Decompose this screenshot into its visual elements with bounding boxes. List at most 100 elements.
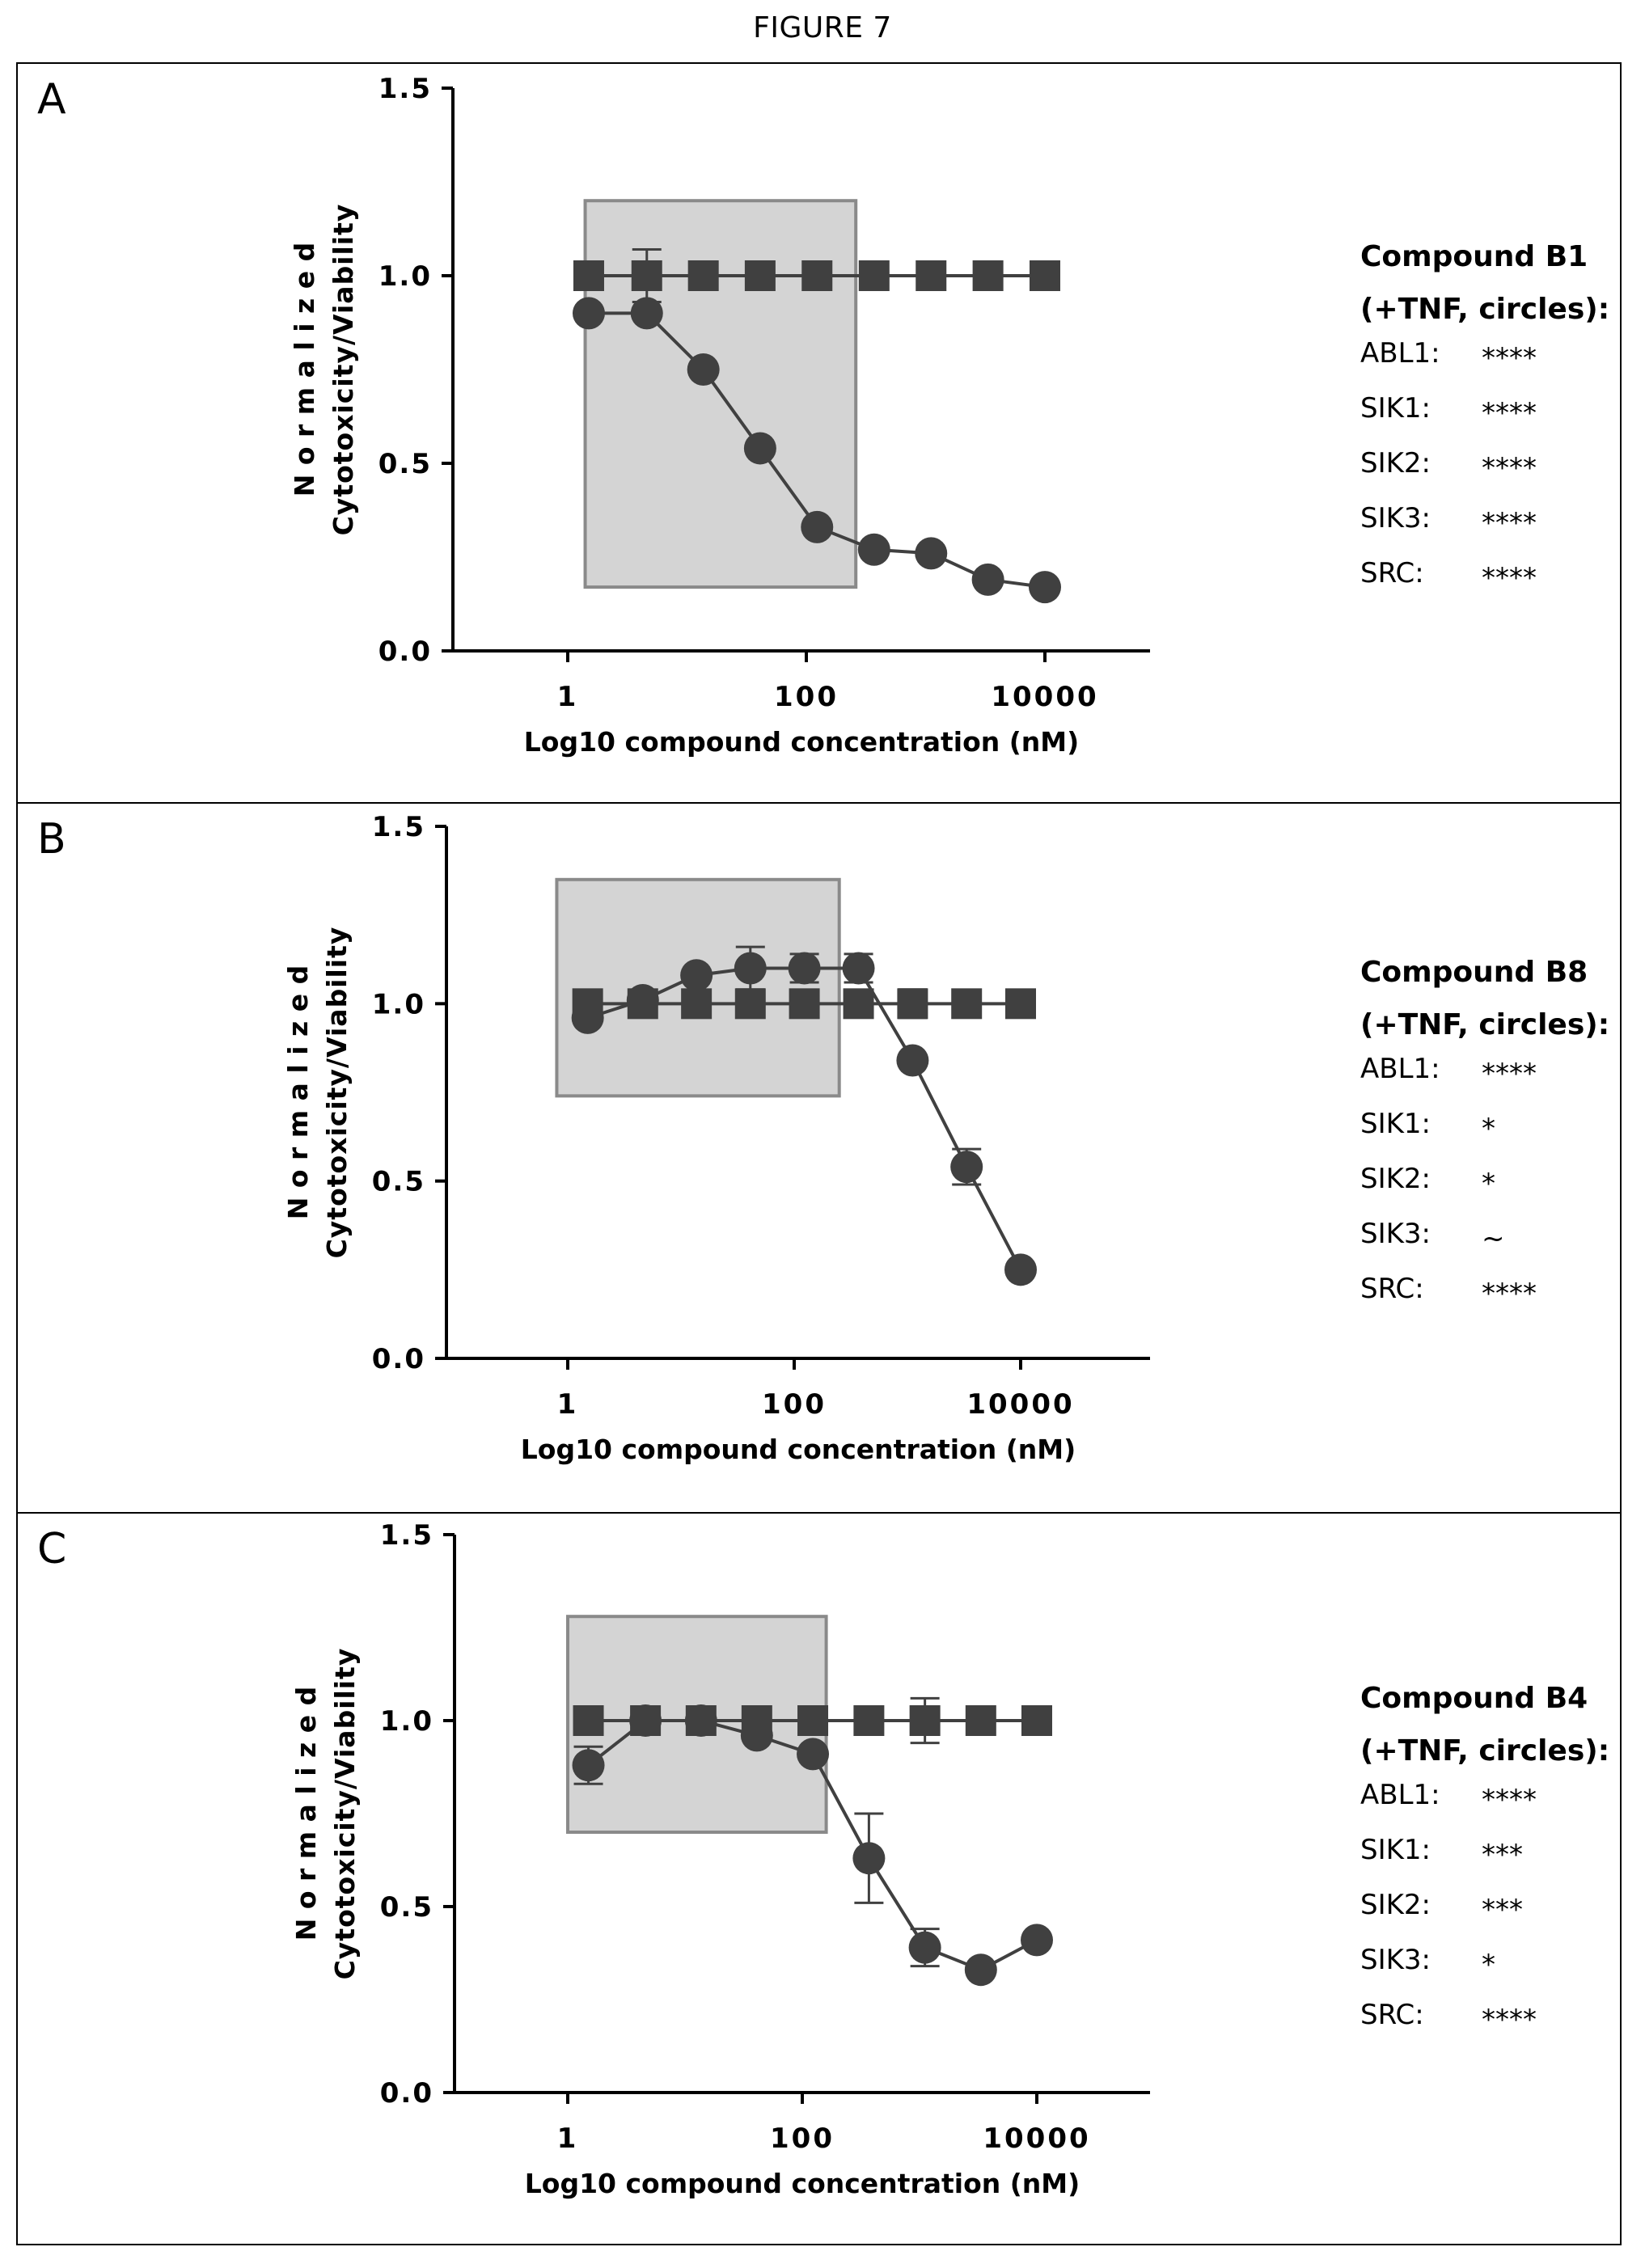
- chart-b: 0.0 0.5 1.0 1.5 1 100 10000 Log10 compound conc…: [282, 811, 1150, 1465]
- legend-significance: ****: [1482, 507, 1537, 539]
- circle-point: [950, 1151, 983, 1184]
- square-point: [681, 988, 713, 1020]
- circle-point: [684, 1704, 717, 1737]
- circle-point: [687, 353, 720, 386]
- square-point: [789, 988, 820, 1020]
- square-point: [797, 1705, 829, 1736]
- circle-point: [743, 432, 776, 465]
- legend-row: ABL1: ****: [1360, 326, 1609, 381]
- panel-label: B: [37, 815, 66, 864]
- legend-significance: ****: [1482, 2004, 1537, 2036]
- circle-point: [857, 533, 890, 566]
- circle-point: [915, 537, 948, 570]
- legend-significance: ****: [1482, 452, 1537, 484]
- panel-a: A 0.0 0.5 1.0 1.5 1 100 10000 Log10 compound co…: [16, 62, 1622, 804]
- legend-significance: ****: [1482, 342, 1537, 374]
- square-point: [687, 260, 719, 291]
- legend-row: ABL1: ****: [1360, 1768, 1609, 1822]
- y-tick-label: 1.5: [372, 811, 425, 843]
- legend-row: SIK1: *: [1360, 1096, 1609, 1151]
- square-point: [734, 988, 766, 1020]
- legend-significance: ****: [1482, 562, 1537, 594]
- circle-point: [626, 983, 659, 1016]
- x-axis-label: Log10 compound concentration (nM): [521, 1434, 1076, 1465]
- circle-point: [680, 959, 713, 992]
- circle-point: [1004, 1253, 1037, 1286]
- legend-target: SRC:: [1360, 1273, 1424, 1305]
- square-point: [951, 988, 983, 1020]
- legend-significance: *: [1482, 1113, 1495, 1145]
- chart-c: 0.0 0.5 1.0 1.5 1 100 10000 Log10 compound conc…: [290, 1519, 1150, 2199]
- square-point: [573, 260, 604, 291]
- chart-a: 0.0 0.5 1.0 1.5 1 100 10000 Log10 compound conc…: [289, 73, 1150, 758]
- circle-point: [964, 1953, 997, 1987]
- y-axis-label-line2: Cytotoxicity/Viability: [328, 204, 359, 536]
- circle-point: [1029, 571, 1061, 604]
- legend-row: SIK2: ****: [1360, 436, 1609, 491]
- square-point: [909, 1705, 941, 1736]
- y-axis-label-line2: Cytotoxicity/Viability: [329, 1648, 361, 1980]
- circle-point: [842, 952, 875, 985]
- y-tick-label: 1.5: [380, 1519, 433, 1552]
- circle-point: [788, 952, 821, 985]
- y-tick-label: 1.0: [378, 260, 432, 293]
- legend-target: SIK1:: [1360, 1834, 1431, 1866]
- figure-title: FIGURE 7: [753, 11, 892, 44]
- circle-point: [797, 1738, 830, 1771]
- legend-target: SIK3:: [1360, 502, 1431, 534]
- square-point: [965, 1705, 996, 1736]
- legend-row: SIK3: ~: [1360, 1206, 1609, 1261]
- legend-target: SIK2:: [1360, 447, 1431, 479]
- legend-significance: ***: [1482, 1839, 1523, 1871]
- square-point: [897, 988, 928, 1020]
- legend-target: ABL1:: [1360, 1779, 1440, 1811]
- circle-point: [896, 1044, 929, 1077]
- legend-target: SIK2:: [1360, 1889, 1431, 1921]
- legend-c: Compound B4 (+TNF, circles): ABL1: **** S…: [1360, 1682, 1609, 2042]
- x-tick-label: 1: [557, 681, 579, 713]
- square-point: [1021, 1705, 1052, 1736]
- legend-row: SRC: ****: [1360, 1987, 1609, 2042]
- square-point: [744, 260, 776, 291]
- y-tick-label: 0.5: [372, 1166, 425, 1198]
- x-axis-label: Log10 compound concentration (nM): [524, 726, 1079, 758]
- circle-point: [1021, 1924, 1053, 1957]
- square-point: [853, 1705, 885, 1736]
- legend-significance: ****: [1482, 1784, 1537, 1816]
- legend-row: SIK3: *: [1360, 1932, 1609, 1987]
- legend-row: SIK2: *: [1360, 1151, 1609, 1206]
- circle-point: [740, 1719, 773, 1752]
- legend-row: SIK1: ****: [1360, 381, 1609, 436]
- y-axis-label-line1: N o r m a l i z e d: [290, 1687, 322, 1941]
- legend-target: SIK2:: [1360, 1163, 1431, 1195]
- legend-row: SIK3: ****: [1360, 491, 1609, 546]
- legend-target: SRC:: [1360, 557, 1424, 589]
- legend-target: SRC:: [1360, 1999, 1424, 2031]
- x-axis-label: Log10 compound concentration (nM): [525, 2168, 1080, 2199]
- legend-condition: (+TNF, circles):: [1360, 1734, 1610, 1768]
- circle-point: [630, 297, 663, 330]
- legend-significance: ****: [1482, 1058, 1537, 1090]
- legend-compound: Compound B8: [1360, 956, 1588, 989]
- legend-a: Compound B1 (+TNF, circles): ABL1: **** S…: [1360, 240, 1609, 601]
- legend-condition: (+TNF, circles):: [1360, 293, 1610, 326]
- panel-b: B 0.0 0.5 1.0 1.5 1 100 10000 Log10 compound co…: [16, 802, 1622, 1514]
- legend-b: Compound B8 (+TNF, circles): ABL1: **** S…: [1360, 956, 1609, 1316]
- legend-target: SIK1:: [1360, 1108, 1431, 1140]
- square-point: [858, 260, 890, 291]
- circle-point: [734, 952, 767, 985]
- y-tick-label: 0.5: [380, 1891, 433, 1924]
- legend-condition: (+TNF, circles):: [1360, 1008, 1610, 1041]
- square-point: [972, 260, 1004, 291]
- circle-point: [852, 1842, 886, 1875]
- circle-point: [571, 1001, 604, 1034]
- legend-target: SIK3:: [1360, 1218, 1431, 1250]
- legend-target: SIK1:: [1360, 392, 1431, 424]
- y-tick-label: 1.0: [380, 1705, 433, 1738]
- square-point: [843, 988, 874, 1020]
- legend-significance: ****: [1482, 397, 1537, 429]
- circle-point: [801, 510, 834, 543]
- legend-row: SIK1: ***: [1360, 1822, 1609, 1877]
- y-tick-label: 0.0: [372, 1343, 425, 1375]
- square-point: [631, 260, 662, 291]
